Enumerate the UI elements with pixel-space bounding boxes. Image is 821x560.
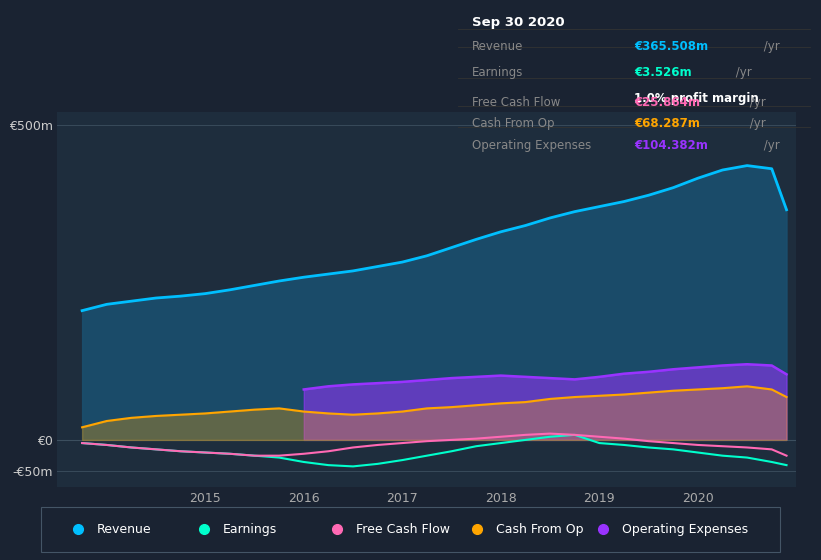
- Text: /yr: /yr: [746, 116, 766, 129]
- Text: Revenue: Revenue: [472, 40, 524, 53]
- Text: 1.0% profit margin: 1.0% profit margin: [634, 92, 759, 105]
- Text: €3.526m: €3.526m: [634, 66, 691, 79]
- Text: Cash From Op: Cash From Op: [496, 522, 584, 536]
- Text: Free Cash Flow: Free Cash Flow: [355, 522, 450, 536]
- Text: €25.864m: €25.864m: [634, 96, 699, 109]
- Text: Free Cash Flow: Free Cash Flow: [472, 96, 561, 109]
- Text: /yr: /yr: [746, 96, 766, 109]
- Text: €68.287m: €68.287m: [634, 116, 699, 129]
- Text: Earnings: Earnings: [472, 66, 524, 79]
- Text: €365.508m: €365.508m: [634, 40, 708, 53]
- Text: /yr: /yr: [760, 40, 780, 53]
- Text: Cash From Op: Cash From Op: [472, 116, 555, 129]
- Text: /yr: /yr: [760, 138, 780, 152]
- Text: Revenue: Revenue: [97, 522, 152, 536]
- Text: Sep 30 2020: Sep 30 2020: [472, 16, 565, 29]
- Text: /yr: /yr: [732, 66, 752, 79]
- Text: Operating Expenses: Operating Expenses: [621, 522, 748, 536]
- Text: Operating Expenses: Operating Expenses: [472, 138, 591, 152]
- Text: Earnings: Earnings: [222, 522, 277, 536]
- Text: €104.382m: €104.382m: [634, 138, 708, 152]
